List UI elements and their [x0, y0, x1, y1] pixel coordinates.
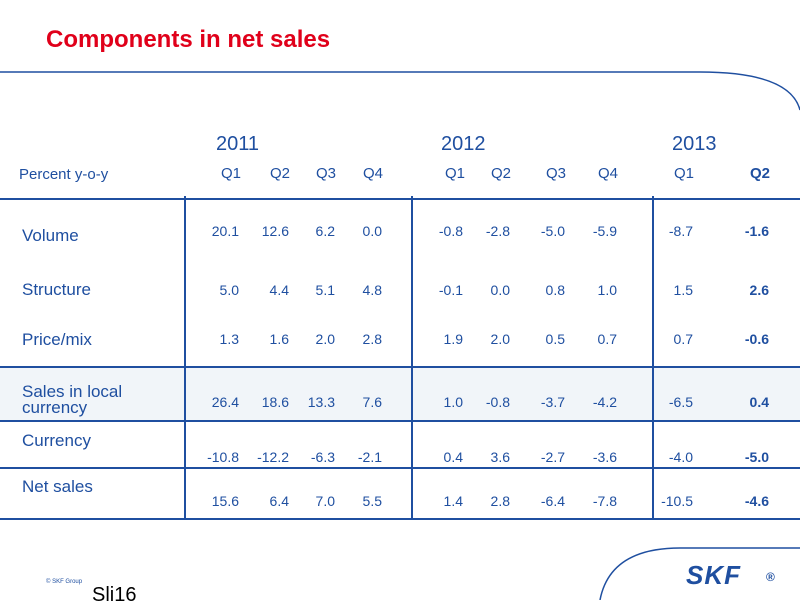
table-cell: -4.6 — [725, 493, 769, 509]
table-cell: 0.5 — [521, 331, 565, 347]
table-cell: -3.6 — [573, 449, 617, 465]
table-cell: -10.8 — [195, 449, 239, 465]
table-cell: 0.7 — [573, 331, 617, 347]
quarter-header: Q3 — [526, 165, 566, 182]
table-cell: 20.1 — [195, 223, 239, 239]
skf-logo: SKF — [686, 560, 741, 591]
year-2012: 2012 — [441, 133, 486, 156]
table-cell: 12.6 — [245, 223, 289, 239]
table-cell: -8.7 — [649, 223, 693, 239]
table-cell: -2.7 — [521, 449, 565, 465]
table-cell: 2.0 — [291, 331, 335, 347]
table-cell: 1.4 — [419, 493, 463, 509]
column-divider — [411, 196, 413, 520]
table-cell: -0.8 — [466, 394, 510, 410]
row-label-currency: Currency — [22, 433, 91, 449]
divider-line — [0, 420, 800, 422]
table-cell: 6.4 — [245, 493, 289, 509]
table-cell: -1.6 — [725, 223, 769, 239]
table-cell: 4.8 — [338, 282, 382, 298]
row-label-price-mix: Price/mix — [22, 332, 92, 348]
divider-line — [0, 366, 800, 368]
year-2011: 2011 — [216, 133, 259, 156]
table-cell: 6.2 — [291, 223, 335, 239]
table-cell: 1.5 — [649, 282, 693, 298]
table-cell: -3.7 — [521, 394, 565, 410]
table-cell: 13.3 — [291, 394, 335, 410]
quarter-header: Q1 — [654, 165, 694, 182]
row-label-net-sales: Net sales — [22, 479, 93, 495]
quarter-header: Q1 — [425, 165, 465, 182]
table-cell: 0.0 — [466, 282, 510, 298]
copyright-text: © SKF Group — [46, 579, 82, 585]
row-label-volume: Volume — [22, 228, 79, 244]
table-cell: 7.0 — [291, 493, 335, 509]
table-cell: 0.0 — [338, 223, 382, 239]
table-cell: -0.1 — [419, 282, 463, 298]
table-cell: 15.6 — [195, 493, 239, 509]
quarter-header: Q2 — [471, 165, 511, 182]
row-label-structure: Structure — [22, 282, 91, 298]
quarter-header: Q1 — [201, 165, 241, 182]
divider-line — [0, 518, 800, 520]
table-cell: 1.0 — [419, 394, 463, 410]
table-cell: 2.0 — [466, 331, 510, 347]
table-cell: -0.8 — [419, 223, 463, 239]
table-cell: -6.4 — [521, 493, 565, 509]
table-cell: 26.4 — [195, 394, 239, 410]
year-2013: 2013 — [672, 133, 717, 156]
table-cell: 1.6 — [245, 331, 289, 347]
quarter-header: Q4 — [578, 165, 618, 182]
slide-number: Sli16 — [92, 584, 136, 607]
column-divider — [652, 196, 654, 520]
registered-mark: ® — [766, 570, 775, 584]
table-cell: 0.4 — [725, 394, 769, 410]
table-cell: -6.3 — [291, 449, 335, 465]
table-cell: 4.4 — [245, 282, 289, 298]
table-cell: 1.3 — [195, 331, 239, 347]
table-cell: 1.0 — [573, 282, 617, 298]
table-cell: 3.6 — [466, 449, 510, 465]
table-cell: 7.6 — [338, 394, 382, 410]
table-cell: -4.2 — [573, 394, 617, 410]
table-cell: -10.5 — [649, 493, 693, 509]
table-cell: 2.8 — [338, 331, 382, 347]
table-cell: 2.6 — [725, 282, 769, 298]
table-cell: -2.1 — [338, 449, 382, 465]
table-cell: -5.0 — [725, 449, 769, 465]
table-cell: -6.5 — [649, 394, 693, 410]
quarter-header: Q4 — [343, 165, 383, 182]
table-cell: -5.0 — [521, 223, 565, 239]
table-cell: -2.8 — [466, 223, 510, 239]
quarter-header: Q2 — [730, 165, 770, 182]
quarter-header: Q2 — [250, 165, 290, 182]
table-cell: 0.4 — [419, 449, 463, 465]
table-cell: -12.2 — [245, 449, 289, 465]
table-cell: 1.9 — [419, 331, 463, 347]
table-cell: 5.5 — [338, 493, 382, 509]
column-divider — [184, 196, 186, 520]
row-label-sales-local-currency: Sales in local currency — [22, 384, 162, 416]
table-cell: -0.6 — [725, 331, 769, 347]
divider-line — [0, 198, 800, 200]
table-cell: 0.8 — [521, 282, 565, 298]
table-cell: 0.7 — [649, 331, 693, 347]
divider-line — [0, 467, 800, 469]
table-cell: 18.6 — [245, 394, 289, 410]
table-cell: 5.0 — [195, 282, 239, 298]
slide-title: Components in net sales — [46, 26, 330, 54]
table-cell: -5.9 — [573, 223, 617, 239]
table-cell: -4.0 — [649, 449, 693, 465]
table-cell: 5.1 — [291, 282, 335, 298]
table-cell: 2.8 — [466, 493, 510, 509]
row-header-label: Percent y-o-y — [19, 166, 108, 183]
table-cell: -7.8 — [573, 493, 617, 509]
quarter-header: Q3 — [296, 165, 336, 182]
